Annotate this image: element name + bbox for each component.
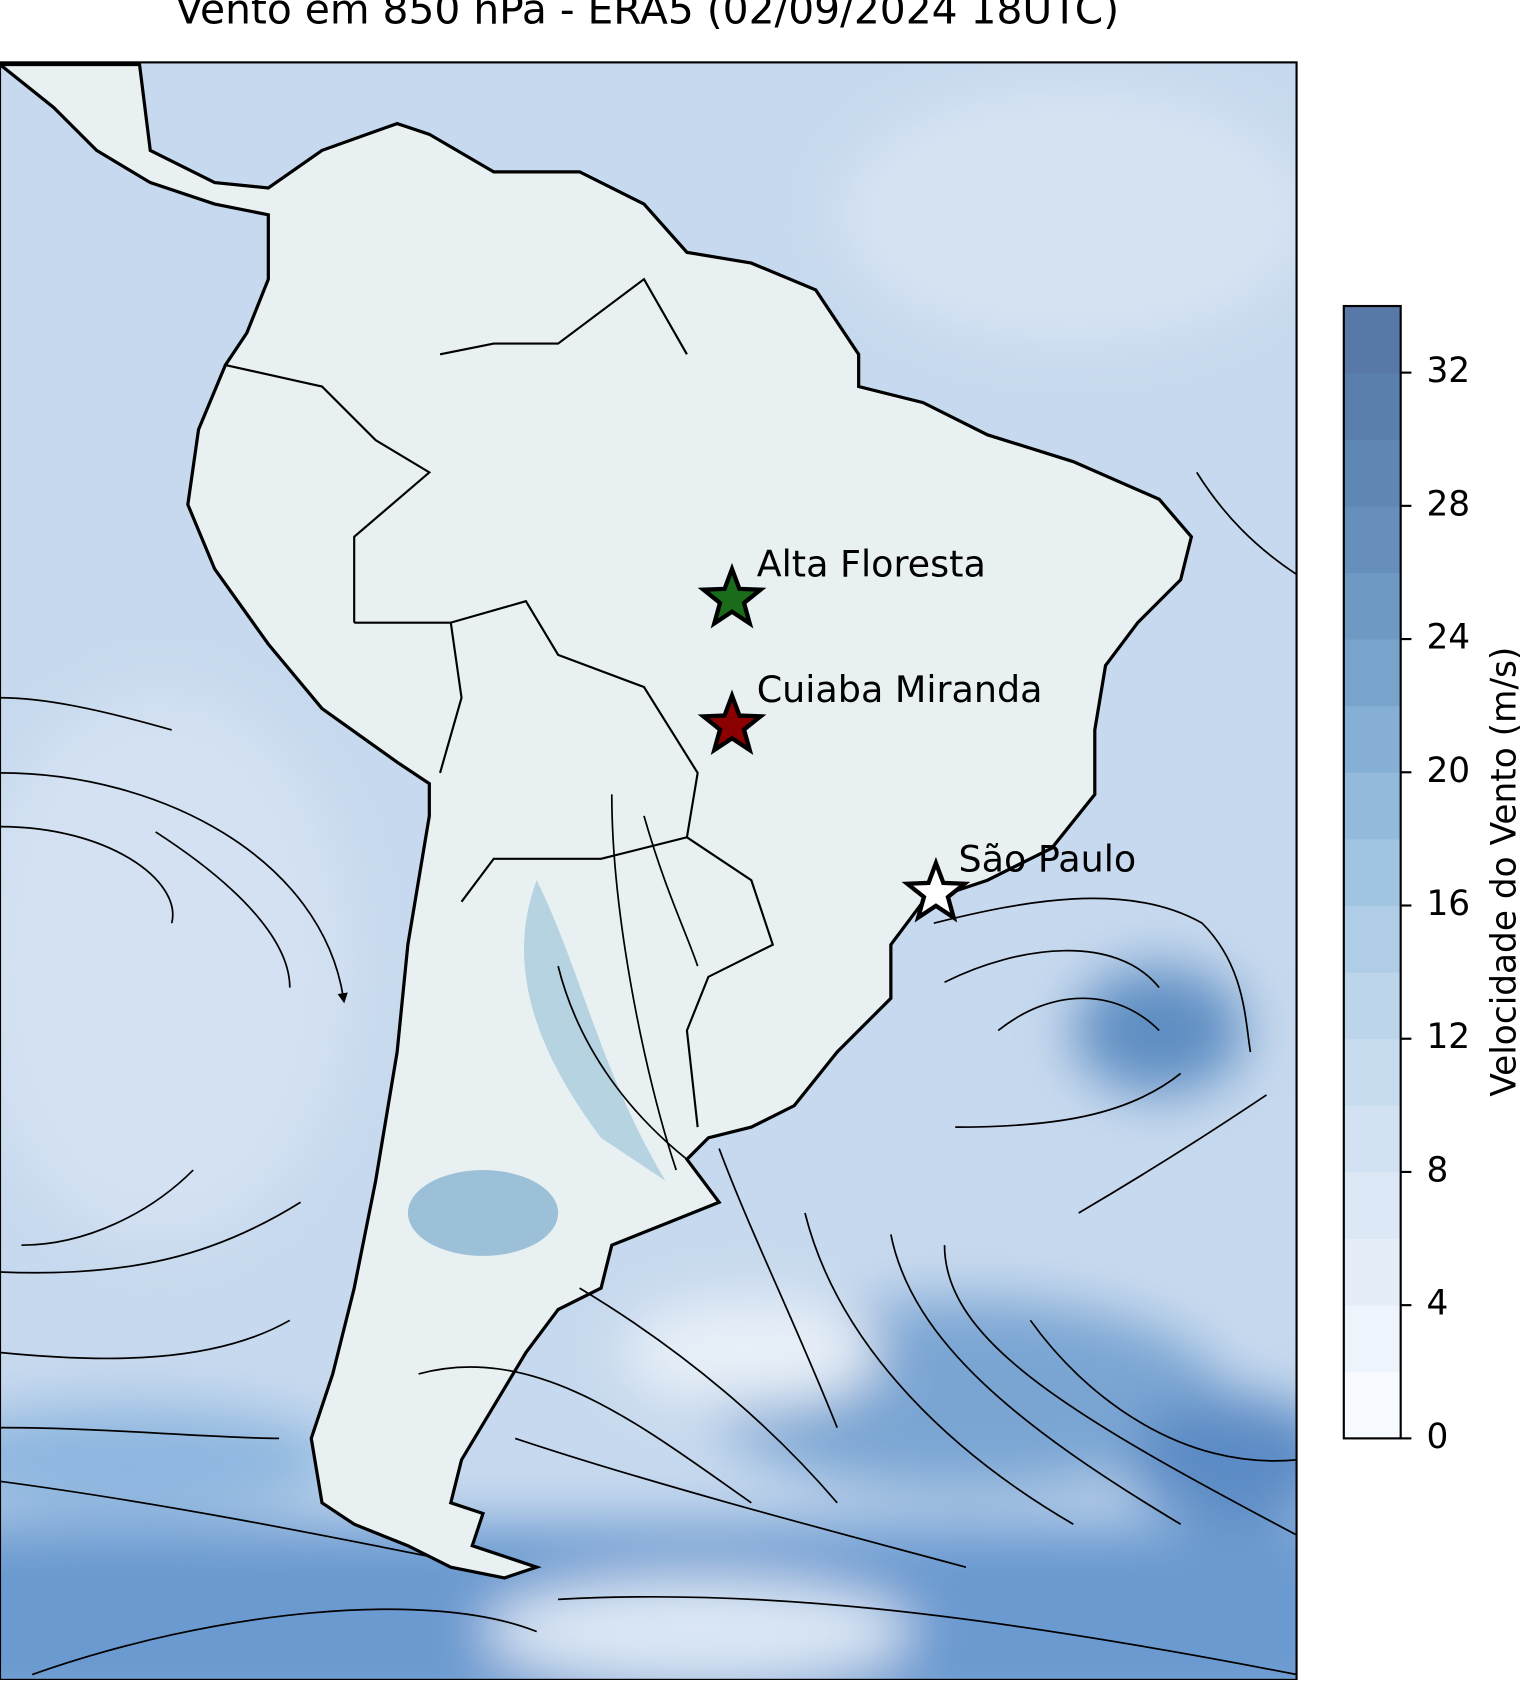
colorbar-tick-label: 20 [1426, 751, 1470, 791]
station-label: Cuiaba Miranda [757, 668, 1043, 711]
station-label: São Paulo [958, 837, 1136, 880]
station-marker [901, 856, 971, 923]
colorbar-band [1343, 439, 1401, 507]
wind-field [0, 62, 1297, 1680]
colorbar-label: Velocidade do Vento (m/s) [1485, 647, 1525, 1097]
colorbar-band [1343, 1238, 1401, 1306]
colorbar-tick-label: 16 [1426, 884, 1470, 924]
colorbar-band [1343, 972, 1401, 1040]
continent [0, 62, 1194, 1580]
colorbar-tick-label: 4 [1426, 1284, 1448, 1324]
colorbar-band [1343, 1171, 1401, 1240]
colorbar-band [1343, 705, 1401, 773]
colorbar-band [1343, 505, 1401, 573]
colorbar-band [1343, 572, 1401, 640]
stations: Alta Floresta Cuiaba Miranda São Paulo [697, 542, 1136, 923]
colorbar-tick-label: 0 [1426, 1417, 1448, 1457]
station-marker [697, 562, 767, 629]
shading [407, 1170, 559, 1256]
colorbar-tick-label: 32 [1426, 351, 1470, 391]
borders [225, 277, 775, 1128]
colorbar-band [1343, 1371, 1401, 1439]
map-title: Vento em 850 hPa - ERA5 (02/09/2024 18UT… [175, 0, 1119, 34]
shading [524, 880, 666, 1181]
station-label: Alta Floresta [757, 542, 986, 585]
colorbar-band [1343, 306, 1401, 374]
colorbar-band [1343, 838, 1401, 907]
colorbar-band [1343, 905, 1401, 973]
colorbar-band [1343, 1105, 1401, 1173]
colorbar-band [1343, 372, 1401, 440]
colorbar: 0 4 8 12 16 20 24 28 32 [1342, 304, 1470, 1457]
station-marker [697, 689, 767, 756]
colorbar-tick-label: 28 [1426, 484, 1470, 524]
streamlines [0, 471, 1297, 1676]
colorbar-tick-label: 24 [1426, 618, 1470, 658]
colorbar-band [1343, 1305, 1401, 1373]
colorbar-band [1343, 1038, 1401, 1106]
colorbar-band [1343, 772, 1401, 840]
colorbar-tick-label: 12 [1426, 1017, 1470, 1057]
colorbar-frame [1342, 304, 1402, 1440]
colorbar-tick-label: 8 [1426, 1150, 1448, 1190]
colorbar-band [1343, 639, 1401, 707]
